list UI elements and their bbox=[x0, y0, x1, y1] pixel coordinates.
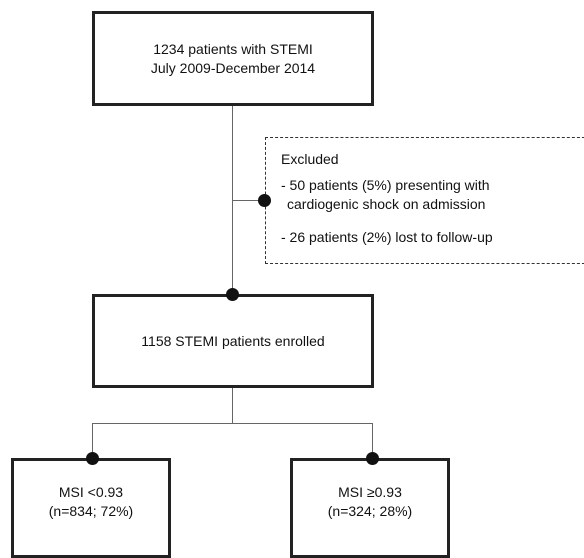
junction-dot-excluded bbox=[258, 194, 271, 207]
excluded-item-lost-to-follow-up: - 26 patients (2%) lost to follow-up bbox=[281, 229, 493, 245]
msi-high-line2: (n=324; 28%) bbox=[327, 503, 413, 519]
enrolled-box: 1158 STEMI patients enrolled bbox=[92, 294, 374, 388]
excluded-item-1-line1: - 50 patients (5%) presenting with bbox=[281, 177, 490, 193]
connector-split-horizontal bbox=[92, 423, 373, 424]
junction-dot-msi-low bbox=[86, 452, 99, 465]
connector-enrolled-down bbox=[232, 388, 233, 424]
connector-split-left bbox=[92, 423, 93, 459]
msi-high-box: MSI ≥0.93 (n=324; 28%) bbox=[290, 458, 450, 558]
connector-to-excluded bbox=[233, 200, 265, 201]
junction-dot-msi-high bbox=[366, 452, 379, 465]
connector-top-to-enrolled bbox=[232, 106, 233, 296]
source-population-box: 1234 patients with STEMI July 2009-Decem… bbox=[92, 11, 374, 106]
excluded-item-1-line2: cardiogenic shock on admission bbox=[287, 196, 486, 212]
msi-low-line1: MSI <0.93 bbox=[58, 484, 124, 500]
enrolled-text: 1158 STEMI patients enrolled bbox=[141, 332, 325, 349]
msi-low-box: MSI <0.93 (n=834; 72%) bbox=[11, 458, 171, 558]
junction-dot-enrolled bbox=[226, 288, 239, 301]
excluded-box: Excluded - 50 patients (5%) presenting w… bbox=[265, 137, 584, 264]
msi-low-line2: (n=834; 72%) bbox=[48, 503, 134, 519]
excluded-title: Excluded bbox=[281, 151, 339, 167]
connector-split-right bbox=[372, 423, 373, 459]
source-population-line2: July 2009-December 2014 bbox=[150, 59, 316, 76]
excluded-item-cardiogenic-shock: - 50 patients (5%) presenting with cardi… bbox=[281, 176, 581, 214]
msi-high-line1: MSI ≥0.93 bbox=[338, 484, 402, 500]
source-population-line1: 1234 patients with STEMI bbox=[153, 40, 313, 57]
